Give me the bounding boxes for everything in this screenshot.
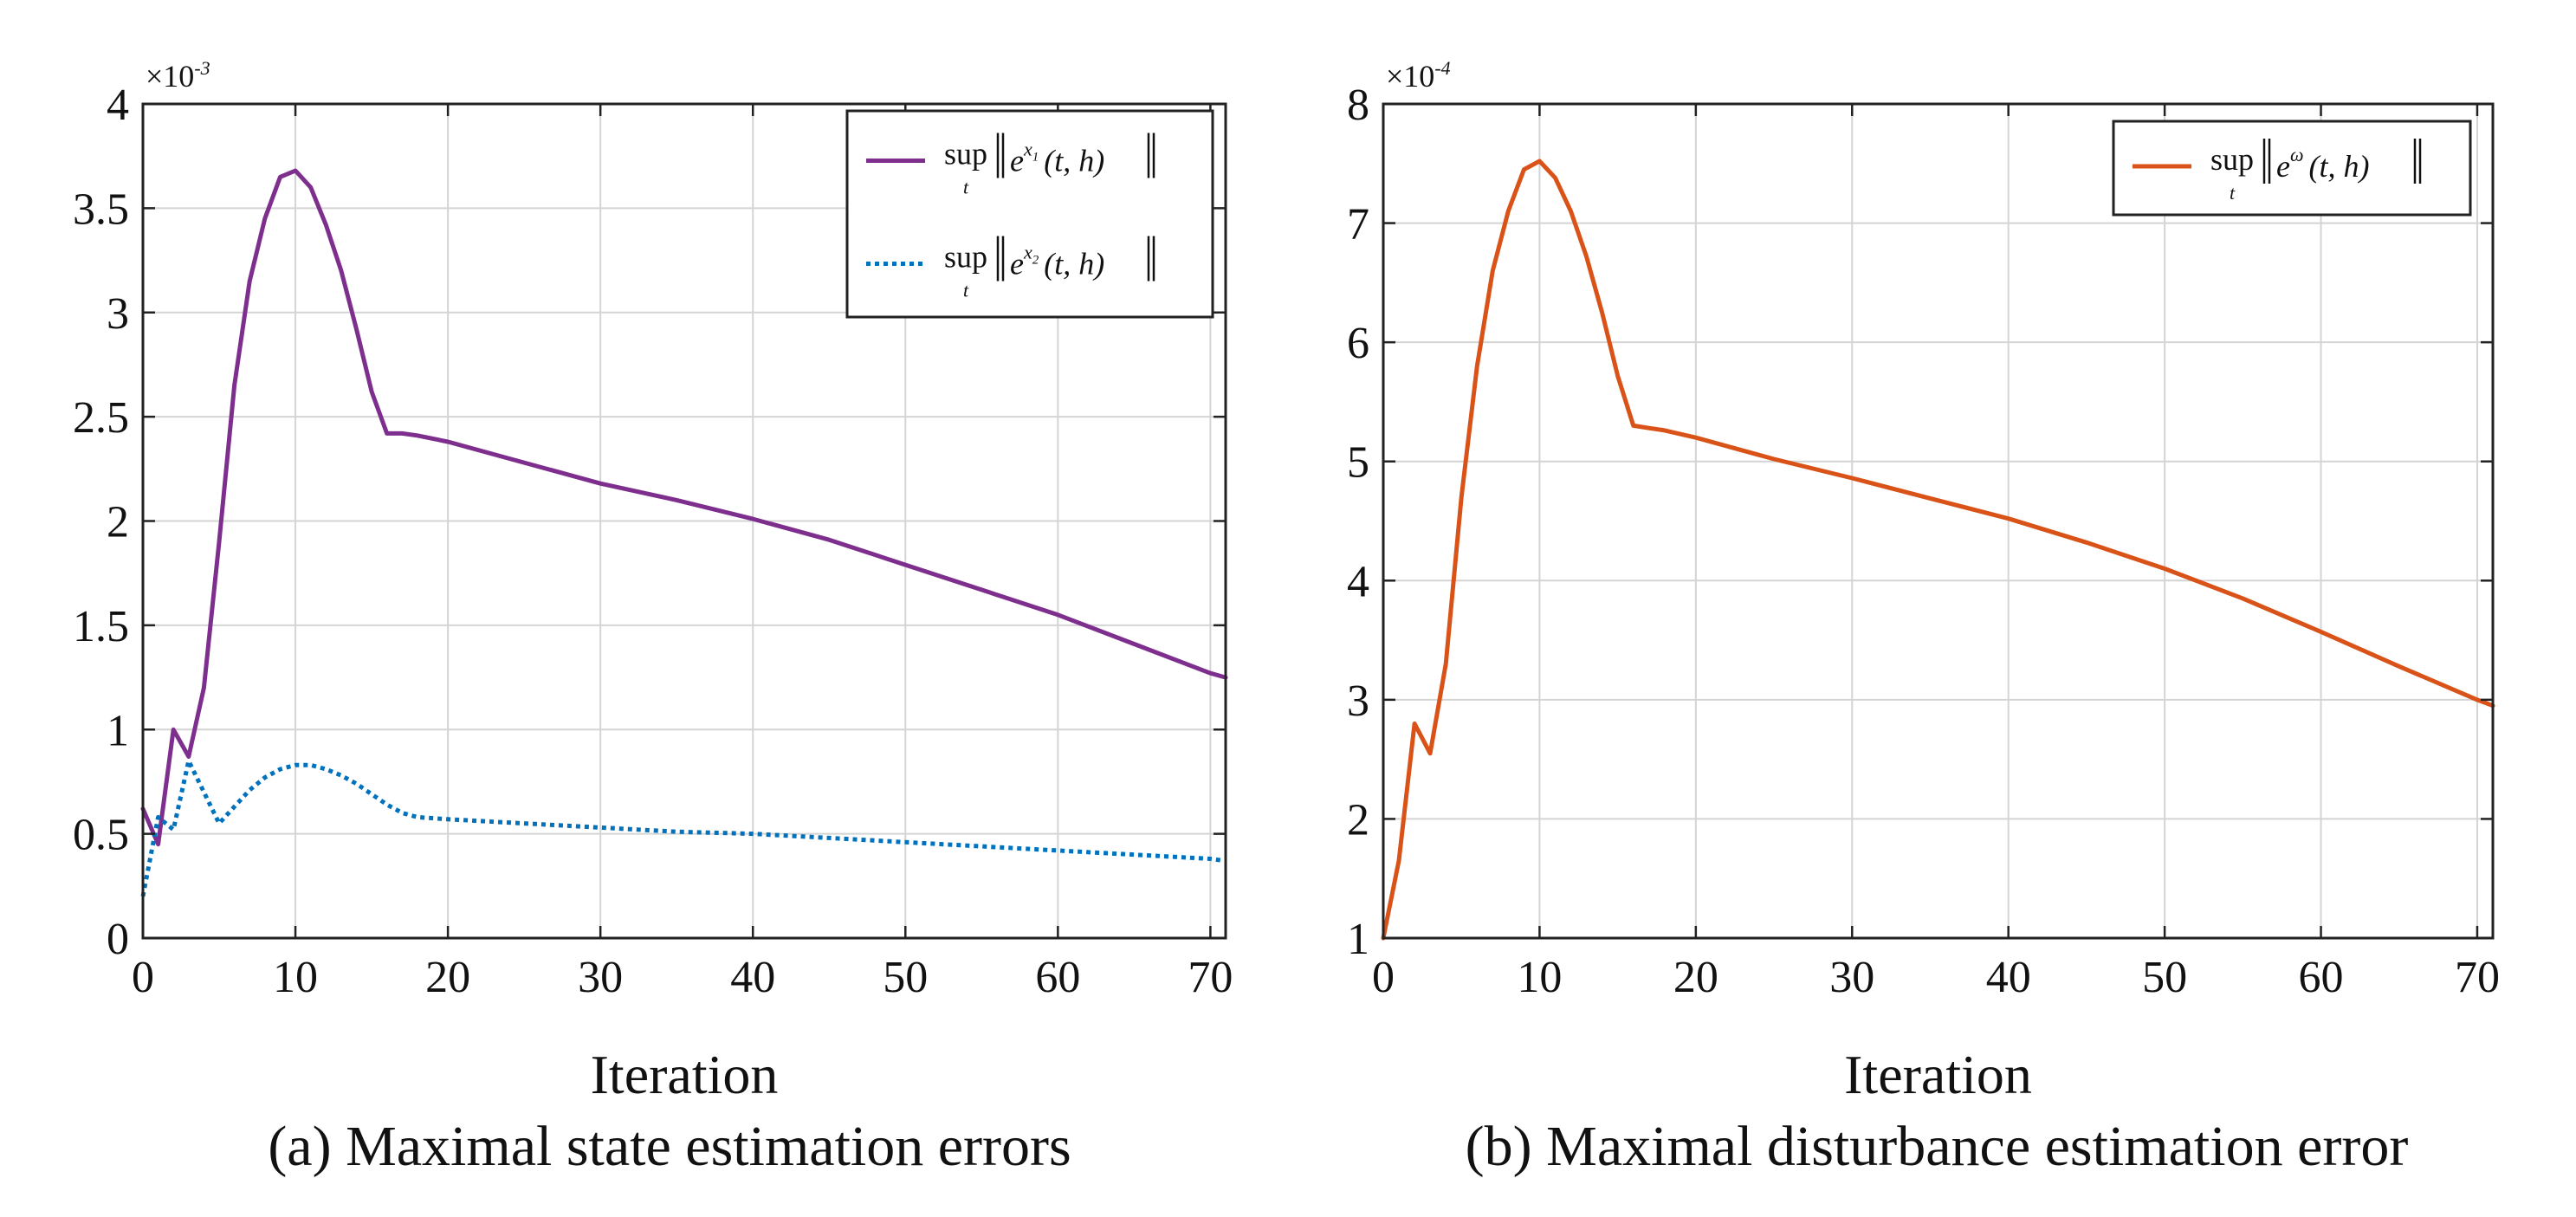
y-multiplier-label-b: ×10-4 [1386,57,1451,94]
y-tick-label: 0.5 [73,811,129,860]
legend-label-1: eω (t, h) [2276,144,2370,184]
legend-sup-1: sup [2210,142,2254,177]
x-tick-label: 20 [425,953,470,1002]
y-tick-label: 5 [1347,438,1369,488]
x-tick-label: 60 [2299,953,2344,1002]
series-layer-b [1381,159,2495,941]
caption-b: (b) Maximal disturbance estimation error [1466,1115,2409,1178]
y-tick-label: 1 [107,706,129,755]
y-tick-label: 2 [1347,795,1369,845]
legend-label-2: ex2 (t, h) [1010,242,1104,282]
x-tick-label: 50 [883,953,928,1002]
x-tick-label: 70 [2455,953,2500,1002]
x-tick-labels-a: 0 10 20 30 40 50 60 70 [132,953,1233,1002]
x-tick-label: 60 [1035,953,1080,1002]
legend-sup-1: sup [944,137,987,172]
tick-marks-b [1382,102,2493,940]
y-tick-label: 3.5 [73,184,129,234]
grid-lines-b [1382,103,2493,939]
y-tick-label: 4 [1347,557,1369,606]
y-tick-label: 8 [1347,81,1369,130]
x-tick-label: 30 [1829,953,1874,1002]
y-tick-label: 0 [107,915,129,964]
y-tick-labels-b: 1 2 3 4 5 6 7 8 [1347,81,1369,964]
tick-marks-a [141,102,1226,940]
legend-sub-1: t [963,177,969,198]
legend-box [845,109,1214,319]
legend-label-1: ex1 (t, h) [1010,139,1104,178]
legend-sub-2: t [963,280,969,301]
x-tick-label: 40 [1986,953,2031,1002]
x-tick-label: 30 [578,953,623,1002]
y-tick-label: 2.5 [73,393,129,443]
legend-sup-2: sup [944,240,987,275]
x-tick-label: 0 [1372,953,1395,1002]
y-tick-label: 1.5 [73,602,129,651]
x-tick-label: 10 [1517,953,1562,1002]
y-tick-label: 3 [107,289,129,339]
legend-sub-1: t [2230,182,2236,204]
y-tick-label: 4 [107,81,129,130]
x-axis-label-a: Iteration [591,1044,779,1105]
series-layer-a [140,168,1228,897]
x-tick-label: 0 [132,953,154,1002]
plot-area-frame-b [1382,102,2495,940]
y-tick-label: 3 [1347,676,1369,726]
series-line-a-1 [140,168,1228,847]
y-tick-labels-a: 0 0.5 1 1.5 2 2.5 3 3.5 4 [73,81,129,964]
x-tick-label: 40 [730,953,775,1002]
y-tick-label: 6 [1347,319,1369,368]
x-tick-label: 50 [2142,953,2187,1002]
y-tick-label: 7 [1347,200,1369,249]
y-tick-label: 2 [107,498,129,547]
y-tick-label: 1 [1347,915,1369,964]
chart-panel-b: 0 10 20 30 40 50 60 70 1 2 3 4 5 6 7 8 ×10-4 Iteration… [1347,57,2500,1178]
chart-panel-a: 0 10 20 30 40 50 60 70 00.511.522.533.54 ×10-3 … [73,57,1233,1178]
x-axis-label-b: Iteration [1844,1044,2032,1105]
y-multiplier-label-a: ×10-3 [146,57,210,94]
series-line-a-2 [140,758,1227,897]
x-tick-label: 20 [1673,953,1718,1002]
legend-b: sup t eω (t, h) [2112,120,2472,217]
x-tick-label: 70 [1188,953,1233,1002]
x-tick-labels-b: 0 10 20 30 40 50 60 70 [1372,953,2500,1002]
legend-a: sup t ex1 (t, h) sup t ex2 (t, h) [845,109,1214,319]
caption-a: (a) Maximal state estimation errors [268,1115,1071,1178]
series-line-b-1 [1381,159,2495,941]
x-tick-label: 10 [273,953,318,1002]
